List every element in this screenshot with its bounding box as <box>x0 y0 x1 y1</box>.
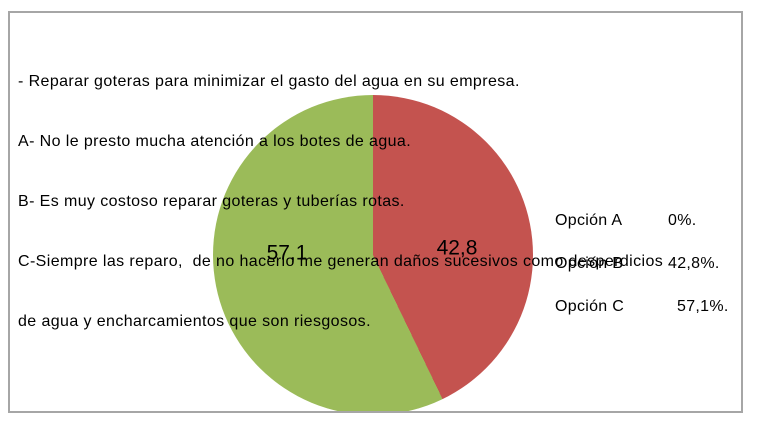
question-line-title: - Reparar goteras para minimizar el gast… <box>18 73 520 90</box>
legend-value-option-b: 42,8%. <box>668 255 720 272</box>
legend-row-option-c: Opción C 57,1%. <box>555 298 741 318</box>
question-line-option-a: A- No le presto mucha atención a los bot… <box>18 133 412 150</box>
legend-value-option-c: 57,1%. <box>677 298 729 315</box>
legend-label-option-a: Opción A <box>555 212 623 229</box>
pie-slice-label-option-b: 42,8 <box>436 236 478 260</box>
legend-label-option-b: Opción B <box>555 255 624 272</box>
question-text-block: - Reparar goteras para minimizar el gast… <box>18 32 663 372</box>
legend-label-option-c: Opción C <box>555 298 625 315</box>
legend-value-option-a: 0%. <box>668 212 697 229</box>
legend-row-option-b: Opción B 42,8%. <box>555 255 741 275</box>
question-line-option-b: B- Es muy costoso reparar goteras y tube… <box>18 193 405 210</box>
question-line-option-c: C-Siempre las reparo, de no hacerlo me g… <box>18 253 664 270</box>
pie-slice-label-option-c: 57,1 <box>266 241 308 265</box>
legend-row-option-a: Opción A 0%. <box>555 212 741 232</box>
chart-frame: 57,1 42,8 - Reparar goteras para minimiz… <box>8 11 743 413</box>
question-line-option-c-cont: de agua y encharcamientos que son riesgo… <box>18 313 371 330</box>
pie-chart <box>213 95 533 411</box>
